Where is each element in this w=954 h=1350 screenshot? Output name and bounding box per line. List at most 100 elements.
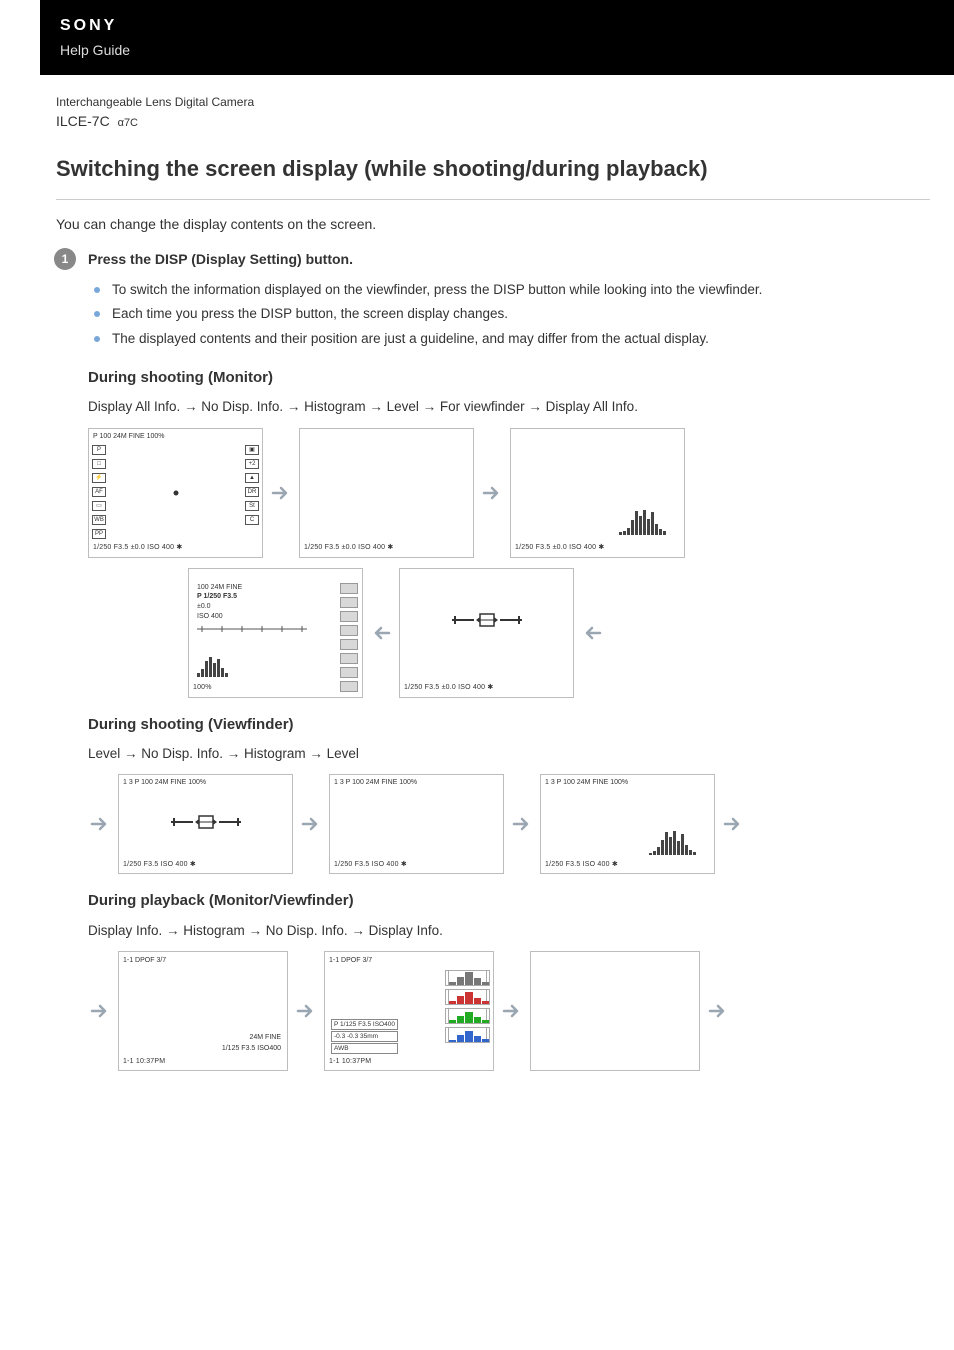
- model-suffix: α7C: [118, 117, 138, 129]
- vf-panel-histogram: 1 3 P 100 24M FINE 100% 1/250 F3.5 ISO 4…: [540, 774, 715, 874]
- pb-line: AWB: [331, 1043, 398, 1054]
- pb-mid: 24M FINE 1/125 F3.5 ISO400: [125, 1033, 281, 1054]
- monitor-diagram-row1: P 100 24M FINE 100% P □ ⚡ AF ▭ WB PP ▣ +…: [88, 428, 930, 558]
- pb-line: P 1/125 F3.5 ISO400: [331, 1019, 398, 1030]
- pb-line: 24M FINE: [125, 1033, 281, 1044]
- step-title: Press the DISP (Display Setting) button.: [88, 249, 930, 270]
- title-separator: [56, 199, 930, 200]
- pb-line: 1-1 DPOF 3/7: [123, 956, 283, 967]
- focus-area-icon: ▭: [92, 501, 106, 511]
- histogram-graphic: [649, 829, 704, 855]
- viewfinder-flow-text: Level → No Disp. Info. → Histogram → Lev…: [88, 744, 930, 764]
- level-indicator-icon: [171, 810, 241, 834]
- arrow-right-icon: [299, 814, 323, 834]
- panel-top-info: P 100 24M FINE 100%: [93, 432, 164, 443]
- setting-icon: +2: [245, 459, 259, 469]
- setting-icon: C: [245, 515, 259, 525]
- mini-histogram: [197, 655, 245, 677]
- playback-panel-no-disp: [530, 951, 700, 1071]
- playback-info: 1-1 DPOF 3/7: [123, 956, 283, 967]
- arrow-right-icon: [88, 1001, 112, 1021]
- histogram-graphic: [619, 509, 674, 535]
- panel-no-disp-info: 1/250 F3.5 ±0.0 ISO 400 ✱: [299, 428, 474, 558]
- vf-line: ISO 400: [197, 612, 242, 622]
- vf-line: 100 24M FINE: [197, 583, 242, 593]
- arrow-right-icon: [480, 483, 504, 503]
- guide-label: Help Guide: [60, 40, 934, 61]
- panel-level: 1/250 F3.5 ±0.0 ISO 400 ✱: [399, 568, 574, 698]
- pb-line: 1/125 F3.5 ISO400: [125, 1044, 281, 1055]
- product-line: Interchangeable Lens Digital Camera: [56, 93, 930, 111]
- section-heading-playback: During playback (Monitor/Viewfinder): [88, 890, 930, 913]
- vf-info-block: 100 24M FINE P 1/250 F3.5 ±0.0 ISO 400: [197, 583, 242, 622]
- playback-panel-display-info: 1-1 DPOF 3/7 24M FINE 1/125 F3.5 ISO400 …: [118, 951, 288, 1071]
- main-content: Interchangeable Lens Digital Camera ILCE…: [0, 75, 954, 1121]
- level-indicator-icon: [452, 608, 522, 632]
- vf-panel-level: 1 3 P 100 24M FINE 100% 1/250 F3.5 ISO 4…: [118, 774, 293, 874]
- model-line: ILCE-7C α7C: [56, 111, 930, 132]
- focus-point-icon: [173, 490, 178, 495]
- arrow-right-icon: [88, 814, 112, 834]
- status-line: 1/250 F3.5 ISO 400 ✱: [123, 860, 196, 871]
- mode-icon: P: [92, 445, 106, 455]
- bullet-item: The displayed contents and their positio…: [108, 329, 930, 349]
- arrow-left-icon: [369, 623, 393, 643]
- step-block: 1 Press the DISP (Display Setting) butto…: [56, 249, 930, 1071]
- pp-icon: PP: [92, 529, 106, 539]
- arrow-right-icon: [510, 814, 534, 834]
- status-line: 1/250 F3.5 ±0.0 ISO 400 ✱: [304, 543, 393, 554]
- panel-top-info: 1 3 P 100 24M FINE 100%: [334, 778, 417, 789]
- rgb-histogram-column: [445, 970, 487, 1043]
- pb-meta-block: P 1/125 F3.5 ISO400 -0.3 -0.3 35mm AWB: [331, 1019, 398, 1054]
- section-heading-monitor: During shooting (Monitor): [88, 367, 930, 390]
- step-number-badge: 1: [54, 248, 76, 270]
- panel-for-viewfinder: 100 24M FINE P 1/250 F3.5 ±0.0 ISO 400: [188, 568, 363, 698]
- drive-icon: □: [92, 459, 106, 469]
- step-bullets: To switch the information displayed on t…: [88, 280, 930, 349]
- wb-icon: WB: [92, 515, 106, 525]
- page-title: Switching the screen display (while shoo…: [56, 152, 930, 185]
- pb-line: -0.3 -0.3 35mm: [331, 1031, 398, 1042]
- intro-text: You can change the display contents on t…: [56, 214, 930, 235]
- playback-diagram-row: 1-1 DPOF 3/7 24M FINE 1/125 F3.5 ISO400 …: [88, 951, 930, 1071]
- arrow-right-icon: [706, 1001, 730, 1021]
- playback-flow-text: Display Info. → Histogram → No Disp. Inf…: [88, 921, 930, 941]
- viewfinder-diagram-row: 1 3 P 100 24M FINE 100% 1/250 F3.5 ISO 4…: [88, 774, 930, 874]
- vf-panel-no-disp: 1 3 P 100 24M FINE 100% 1/250 F3.5 ISO 4…: [329, 774, 504, 874]
- flash-icon: ⚡: [92, 473, 106, 483]
- arrow-left-icon: [580, 623, 604, 643]
- status-line: 1/250 F3.5 ±0.0 ISO 400 ✱: [515, 543, 604, 554]
- header-bar: SONY Help Guide: [40, 0, 954, 75]
- arrow-right-icon: [721, 814, 745, 834]
- right-icon-column: ▣ +2 ▲ DR St C: [245, 445, 259, 525]
- panel-top-info: 1 3 P 100 24M FINE 100%: [123, 778, 206, 789]
- arrow-right-icon: [500, 1001, 524, 1021]
- arrow-right-icon: [269, 483, 293, 503]
- brand-logo: SONY: [60, 14, 934, 38]
- af-icon: AF: [92, 487, 106, 497]
- panel-histogram: 1/250 F3.5 ±0.0 ISO 400 ✱: [510, 428, 685, 558]
- model-code: ILCE-7C: [56, 113, 110, 129]
- vf-thumbnail-column: [340, 583, 358, 692]
- panel-top-info: 1 3 P 100 24M FINE 100%: [545, 778, 628, 789]
- status-line: 1/250 F3.5 ±0.0 ISO 400 ✱: [93, 543, 182, 554]
- panel-display-all-info: P 100 24M FINE 100% P □ ⚡ AF ▭ WB PP ▣ +…: [88, 428, 263, 558]
- status-line: 1/250 F3.5 ±0.0 ISO 400 ✱: [404, 683, 493, 694]
- setting-icon: ▲: [245, 473, 259, 483]
- monitor-flow-text: Display All Info. → No Disp. Info. → His…: [88, 397, 930, 417]
- status-line: 1/250 F3.5 ISO 400 ✱: [334, 860, 407, 871]
- section-heading-viewfinder: During shooting (Viewfinder): [88, 714, 930, 737]
- vf-line: ±0.0: [197, 602, 242, 612]
- left-icon-column: P □ ⚡ AF ▭ WB PP: [92, 445, 106, 539]
- monitor-diagram-row2: 100 24M FINE P 1/250 F3.5 ±0.0 ISO 400: [188, 568, 930, 698]
- arrow-right-icon: [294, 1001, 318, 1021]
- pb-bottom: 1-1 10:37PM: [123, 1057, 165, 1068]
- bullet-item: Each time you press the DISP button, the…: [108, 304, 930, 324]
- setting-icon: ▣: [245, 445, 259, 455]
- setting-icon: St: [245, 501, 259, 511]
- playback-panel-histogram: 1-1 DPOF 3/7 P 1/125 F3.5 ISO400 -0.3 -0…: [324, 951, 494, 1071]
- playback-info: 1-1 DPOF 3/7: [329, 956, 489, 967]
- exposure-scale-icon: [197, 625, 307, 633]
- bullet-item: To switch the information displayed on t…: [108, 280, 930, 300]
- pb-bottom: 1-1 10:37PM: [329, 1057, 371, 1068]
